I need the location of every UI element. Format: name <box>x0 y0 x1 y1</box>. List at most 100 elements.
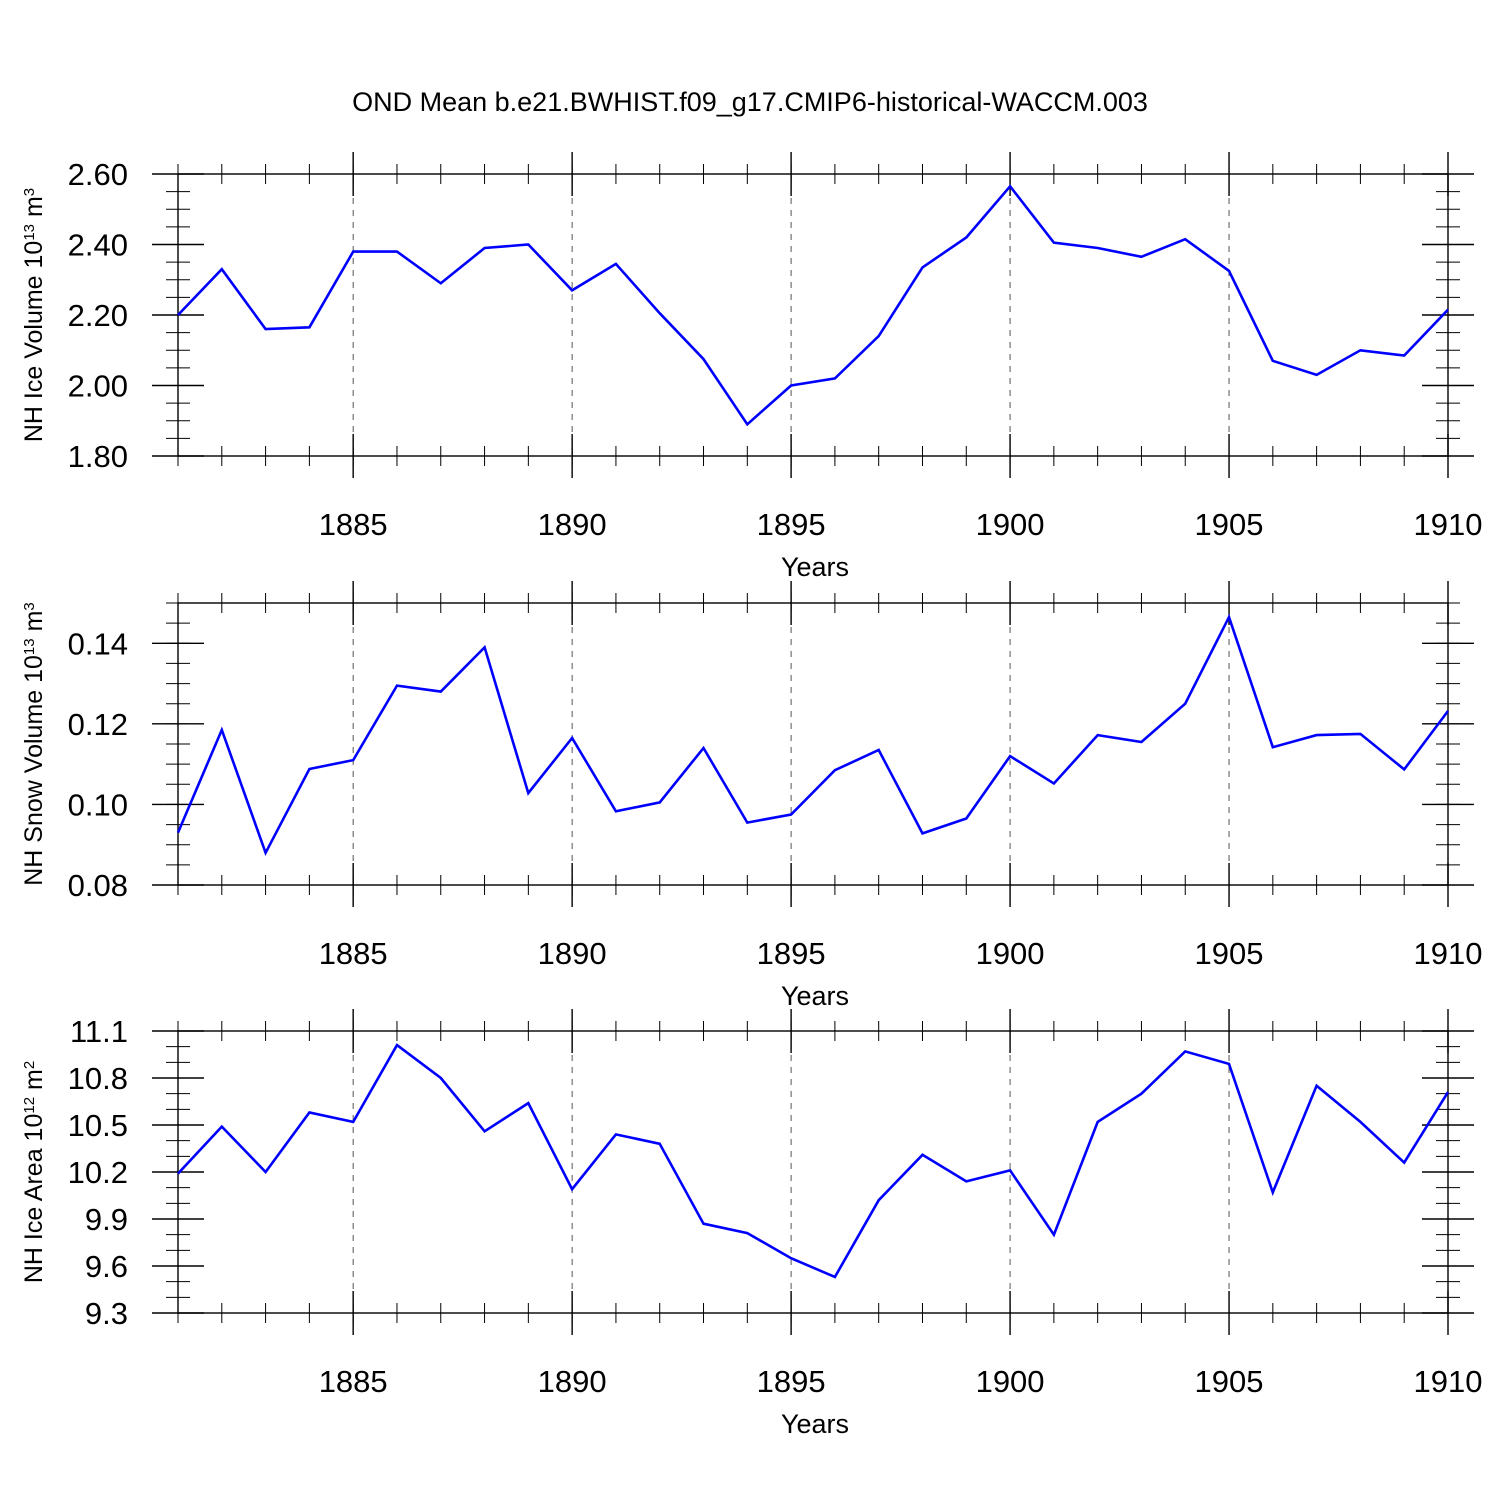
data-point <box>307 767 311 771</box>
data-point <box>614 1132 618 1136</box>
data-point <box>1227 269 1231 273</box>
y-axis-label: NH Ice Volume 1013 m3 <box>20 188 48 442</box>
data-point <box>1271 359 1275 363</box>
data-point <box>1096 733 1100 737</box>
x-axis-label: Years <box>781 981 849 1011</box>
data-point <box>1052 241 1056 245</box>
data-point <box>877 748 881 752</box>
y-tick-label: 1.80 <box>68 439 128 474</box>
y-tick-label: 0.12 <box>68 707 128 742</box>
data-point <box>877 1198 881 1202</box>
data-point <box>1271 745 1275 749</box>
data-point <box>1446 1090 1450 1094</box>
y-tick-label: 2.60 <box>68 157 128 192</box>
data-point <box>1402 354 1406 358</box>
data-point <box>1139 740 1143 744</box>
data-point <box>745 1231 749 1235</box>
data-point <box>307 325 311 329</box>
data-point <box>570 736 574 740</box>
data-point <box>220 267 224 271</box>
x-tick-label: 1905 <box>1195 936 1264 971</box>
y-tick-label: 2.40 <box>68 228 128 263</box>
series-line <box>177 184 1449 427</box>
data-point <box>1096 1120 1100 1124</box>
y-tick-label: 9.9 <box>85 1202 128 1237</box>
data-point <box>351 1120 355 1124</box>
data-point <box>964 1179 968 1183</box>
data-point <box>658 800 662 804</box>
data-point <box>1315 373 1319 377</box>
data-point <box>1315 1084 1319 1088</box>
data-point <box>920 265 924 269</box>
data-point <box>1052 1233 1056 1237</box>
figure-title: OND Mean b.e21.BWHIST.f09_g17.CMIP6-hist… <box>352 87 1148 117</box>
x-tick-label: 1890 <box>538 507 607 542</box>
snow-volume-panel: 1885 1890 1895 1900 1905 1910 Years 0.08 0.10 0.1… <box>20 581 1482 1011</box>
x-tick-label: 1885 <box>319 936 388 971</box>
data-point <box>1052 781 1056 785</box>
data-point <box>1358 732 1362 736</box>
y-axis-label: NH Ice Area 1012 m2 <box>20 1061 48 1283</box>
data-point <box>1008 184 1012 188</box>
y-tick-label: 0.10 <box>68 787 128 822</box>
x-tick-label: 1885 <box>319 1364 388 1399</box>
data-point <box>570 1187 574 1191</box>
ice-area-panel: 1885 1890 1895 1900 1905 1910 Years 9.3 9.6 9.9 10… <box>20 1009 1482 1439</box>
data-point <box>1402 1161 1406 1165</box>
data-point <box>264 1170 268 1174</box>
data-point <box>1446 709 1450 713</box>
data-point <box>264 851 268 855</box>
data-point <box>220 1125 224 1129</box>
x-tick-label: 1900 <box>976 1364 1045 1399</box>
data-point <box>220 728 224 732</box>
y-axis-label: NH Snow Volume 1013 m3 <box>20 602 48 886</box>
data-point <box>395 250 399 254</box>
data-point <box>395 684 399 688</box>
y-tick-label: 9.3 <box>85 1296 128 1331</box>
y-tick-label: 10.5 <box>68 1108 128 1143</box>
data-point <box>439 281 443 285</box>
data-point <box>176 1172 180 1176</box>
data-point <box>702 746 706 750</box>
data-point <box>1402 767 1406 771</box>
data-point <box>1227 615 1231 619</box>
data-point <box>1315 733 1319 737</box>
x-axis-label: Years <box>781 552 849 582</box>
x-axis-label: Years <box>781 1409 849 1439</box>
data-point <box>351 250 355 254</box>
data-point <box>789 384 793 388</box>
data-point <box>614 262 618 266</box>
data-point <box>526 1101 530 1105</box>
x-tick-label: 1905 <box>1195 1364 1264 1399</box>
y-tick-label: 9.6 <box>85 1249 128 1284</box>
data-point <box>483 645 487 649</box>
y-tick-label: 10.8 <box>68 1061 128 1096</box>
series-line <box>176 613 1450 857</box>
data-point <box>307 1110 311 1114</box>
data-point <box>920 831 924 835</box>
data-point <box>395 1043 399 1047</box>
x-tick-label: 1910 <box>1414 936 1483 971</box>
data-point <box>1008 754 1012 758</box>
x-tick-label: 1895 <box>757 507 826 542</box>
data-point <box>658 311 662 315</box>
data-point <box>920 1153 924 1157</box>
data-point <box>526 243 530 247</box>
x-tick-label: 1885 <box>319 507 388 542</box>
data-point <box>964 235 968 239</box>
data-point <box>483 246 487 250</box>
data-point <box>1183 702 1187 706</box>
data-point <box>789 1256 793 1260</box>
series-line <box>177 1043 1450 1279</box>
data-point <box>1183 1049 1187 1053</box>
ice-volume-panel: 1885 1890 1895 1900 1905 1910 Years 1.80 2.00 2.2… <box>20 152 1482 582</box>
data-point <box>702 1222 706 1226</box>
data-point <box>439 1076 443 1080</box>
x-tick-label: 1910 <box>1414 1364 1483 1399</box>
data-point <box>1139 255 1143 259</box>
data-point <box>614 809 618 813</box>
data-point <box>1358 348 1362 352</box>
data-point <box>1183 237 1187 241</box>
data-point <box>745 422 749 426</box>
